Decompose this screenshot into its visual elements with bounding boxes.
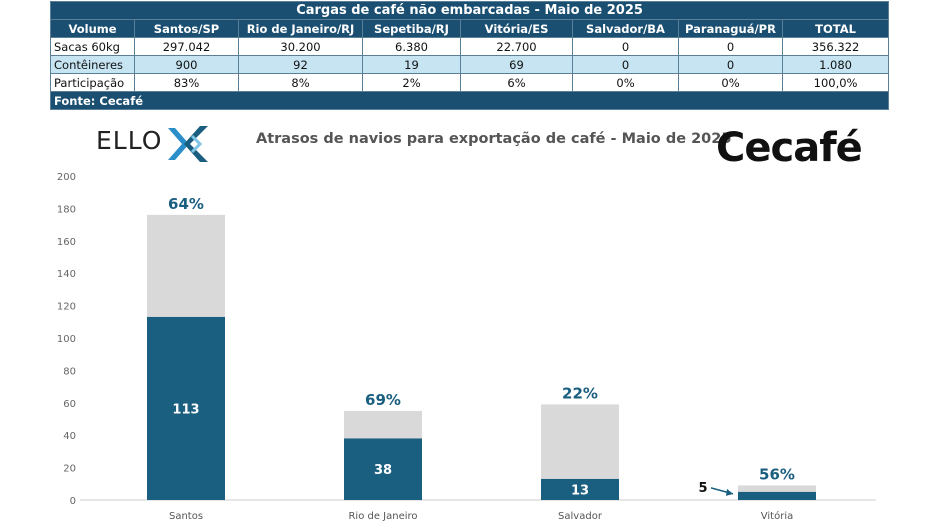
column-header: Sepetiba/RJ — [362, 19, 461, 38]
bar-total — [147, 214, 225, 317]
x-axis: Santos Rio de Janeiro Salvador Vitória — [169, 510, 793, 522]
table-header-row: Volume Santos/SP Rio de Janeiro/RJ Sepet… — [50, 19, 890, 38]
column-header: Volume — [50, 19, 135, 38]
bar-percent-label: 56% — [759, 465, 795, 483]
data-labels: 113 64% 38 69% 13 22% 5 56% — [168, 195, 795, 499]
y-tick-label: 60 — [63, 399, 76, 410]
column-header: Vitória/ES — [460, 19, 573, 38]
table-cell: 92 — [238, 55, 363, 74]
y-tick-label: 40 — [63, 431, 76, 442]
x-tick-label: Vitória — [761, 510, 793, 522]
y-tick-label: 160 — [57, 237, 76, 248]
x-tick-label: Rio de Janeiro — [348, 511, 417, 522]
y-tick-label: 120 — [57, 302, 76, 313]
bar-total — [738, 485, 816, 492]
annotation — [710, 487, 734, 496]
bar-value-label: 5 — [698, 481, 707, 496]
bar-value-label: 113 — [172, 402, 199, 417]
table-cell: 100,0% — [781, 73, 890, 92]
column-header: Salvador/BA — [572, 19, 679, 38]
ello-logo-text: ELLO — [96, 126, 163, 155]
annotation-arrow-head — [726, 488, 733, 496]
y-tick-label: 20 — [63, 464, 76, 475]
y-tick-label: 200 — [57, 172, 76, 183]
table-row: Sacas 60kg 297.042 30.200 6.380 22.700 0… — [50, 37, 890, 56]
cargo-table-container: Cargas de café não embarcadas - Maio de … — [49, 1, 890, 110]
y-tick-label: 140 — [57, 269, 76, 280]
bar-delayed — [344, 438, 422, 500]
x-tick-label: Santos — [169, 511, 203, 522]
bar-percent-label: 22% — [562, 384, 598, 402]
table-cell: 2% — [362, 73, 461, 92]
cecafe-logo-text: Cecafé — [716, 125, 863, 171]
row-label: Contêineres — [50, 55, 135, 74]
row-label: Participação — [50, 73, 135, 92]
table-cell: 0% — [572, 73, 679, 92]
table-cell: 297.042 — [134, 37, 239, 56]
table-cell: 0 — [572, 37, 679, 56]
table-cell: 0% — [678, 73, 783, 92]
bar-series — [147, 214, 816, 500]
table-cell: 900 — [134, 55, 239, 74]
bar-total — [344, 410, 422, 439]
table-cell: 356.322 — [781, 37, 890, 56]
column-header: TOTAL — [781, 19, 890, 38]
cargo-table: Cargas de café não embarcadas - Maio de … — [49, 1, 890, 110]
bar-delayed — [541, 478, 619, 500]
table-cell: 6% — [460, 73, 573, 92]
table-title: Cargas de café não embarcadas - Maio de … — [49, 1, 890, 20]
table-cell: 0 — [678, 55, 783, 74]
table-row: Contêineres 900 92 19 69 0 0 1.080 — [50, 55, 890, 74]
table-source-row: Fonte: Cecafé — [49, 91, 890, 110]
table-cell: 1.080 — [781, 55, 890, 74]
bar-value-label: 13 — [571, 483, 589, 498]
table-source: Fonte: Cecafé — [49, 91, 890, 110]
bar-delayed — [738, 491, 816, 500]
table-title-row: Cargas de café não embarcadas - Maio de … — [49, 1, 890, 20]
column-header: Santos/SP — [134, 19, 239, 38]
table-cell: 22.700 — [460, 37, 573, 56]
table-cell: 0 — [572, 55, 679, 74]
bar-percent-label: 69% — [365, 391, 401, 409]
x-tick-label: Salvador — [558, 511, 603, 522]
chart-title: Atrasos de navios para exportação de caf… — [256, 131, 732, 147]
y-tick-label: 100 — [57, 334, 76, 345]
bar-delayed — [147, 316, 225, 500]
table-cell: 19 — [362, 55, 461, 74]
table-row: Participação 83% 8% 2% 6% 0% 0% 100,0% — [50, 73, 890, 92]
y-axis: 0 20 40 60 80 100 120 140 160 180 200 — [57, 172, 76, 507]
table-cell: 6.380 — [362, 37, 461, 56]
y-tick-label: 80 — [63, 366, 76, 377]
y-tick-label: 180 — [57, 204, 76, 215]
bar-value-label: 38 — [374, 463, 392, 478]
y-tick-label: 0 — [70, 496, 76, 507]
bar-percent-label: 64% — [168, 195, 204, 213]
ello-x-logo-icon — [168, 126, 208, 162]
bar-total — [541, 404, 619, 479]
